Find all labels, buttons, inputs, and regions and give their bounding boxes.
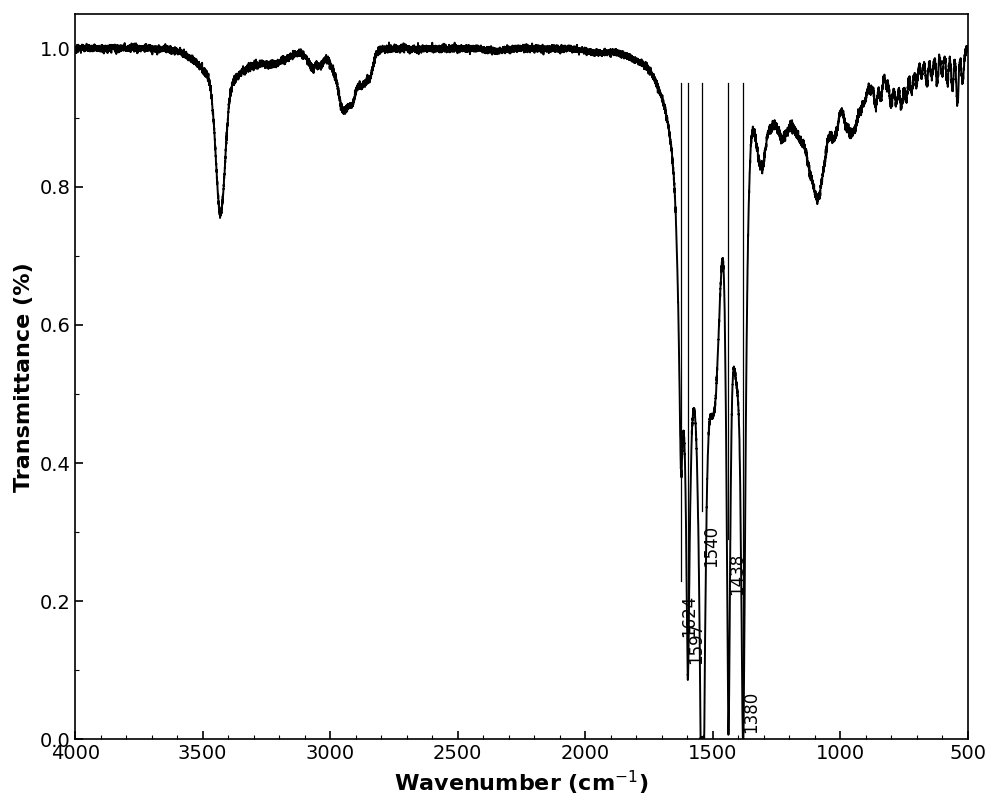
- Text: 1597: 1597: [687, 622, 705, 664]
- Text: 1438: 1438: [728, 553, 746, 595]
- X-axis label: Wavenumber (cm$^{-1}$): Wavenumber (cm$^{-1}$): [394, 769, 649, 797]
- Text: 1540: 1540: [702, 526, 720, 568]
- Text: 1624: 1624: [680, 594, 698, 637]
- Text: 1380: 1380: [742, 691, 760, 733]
- Y-axis label: Transmittance (%): Transmittance (%): [14, 262, 34, 491]
